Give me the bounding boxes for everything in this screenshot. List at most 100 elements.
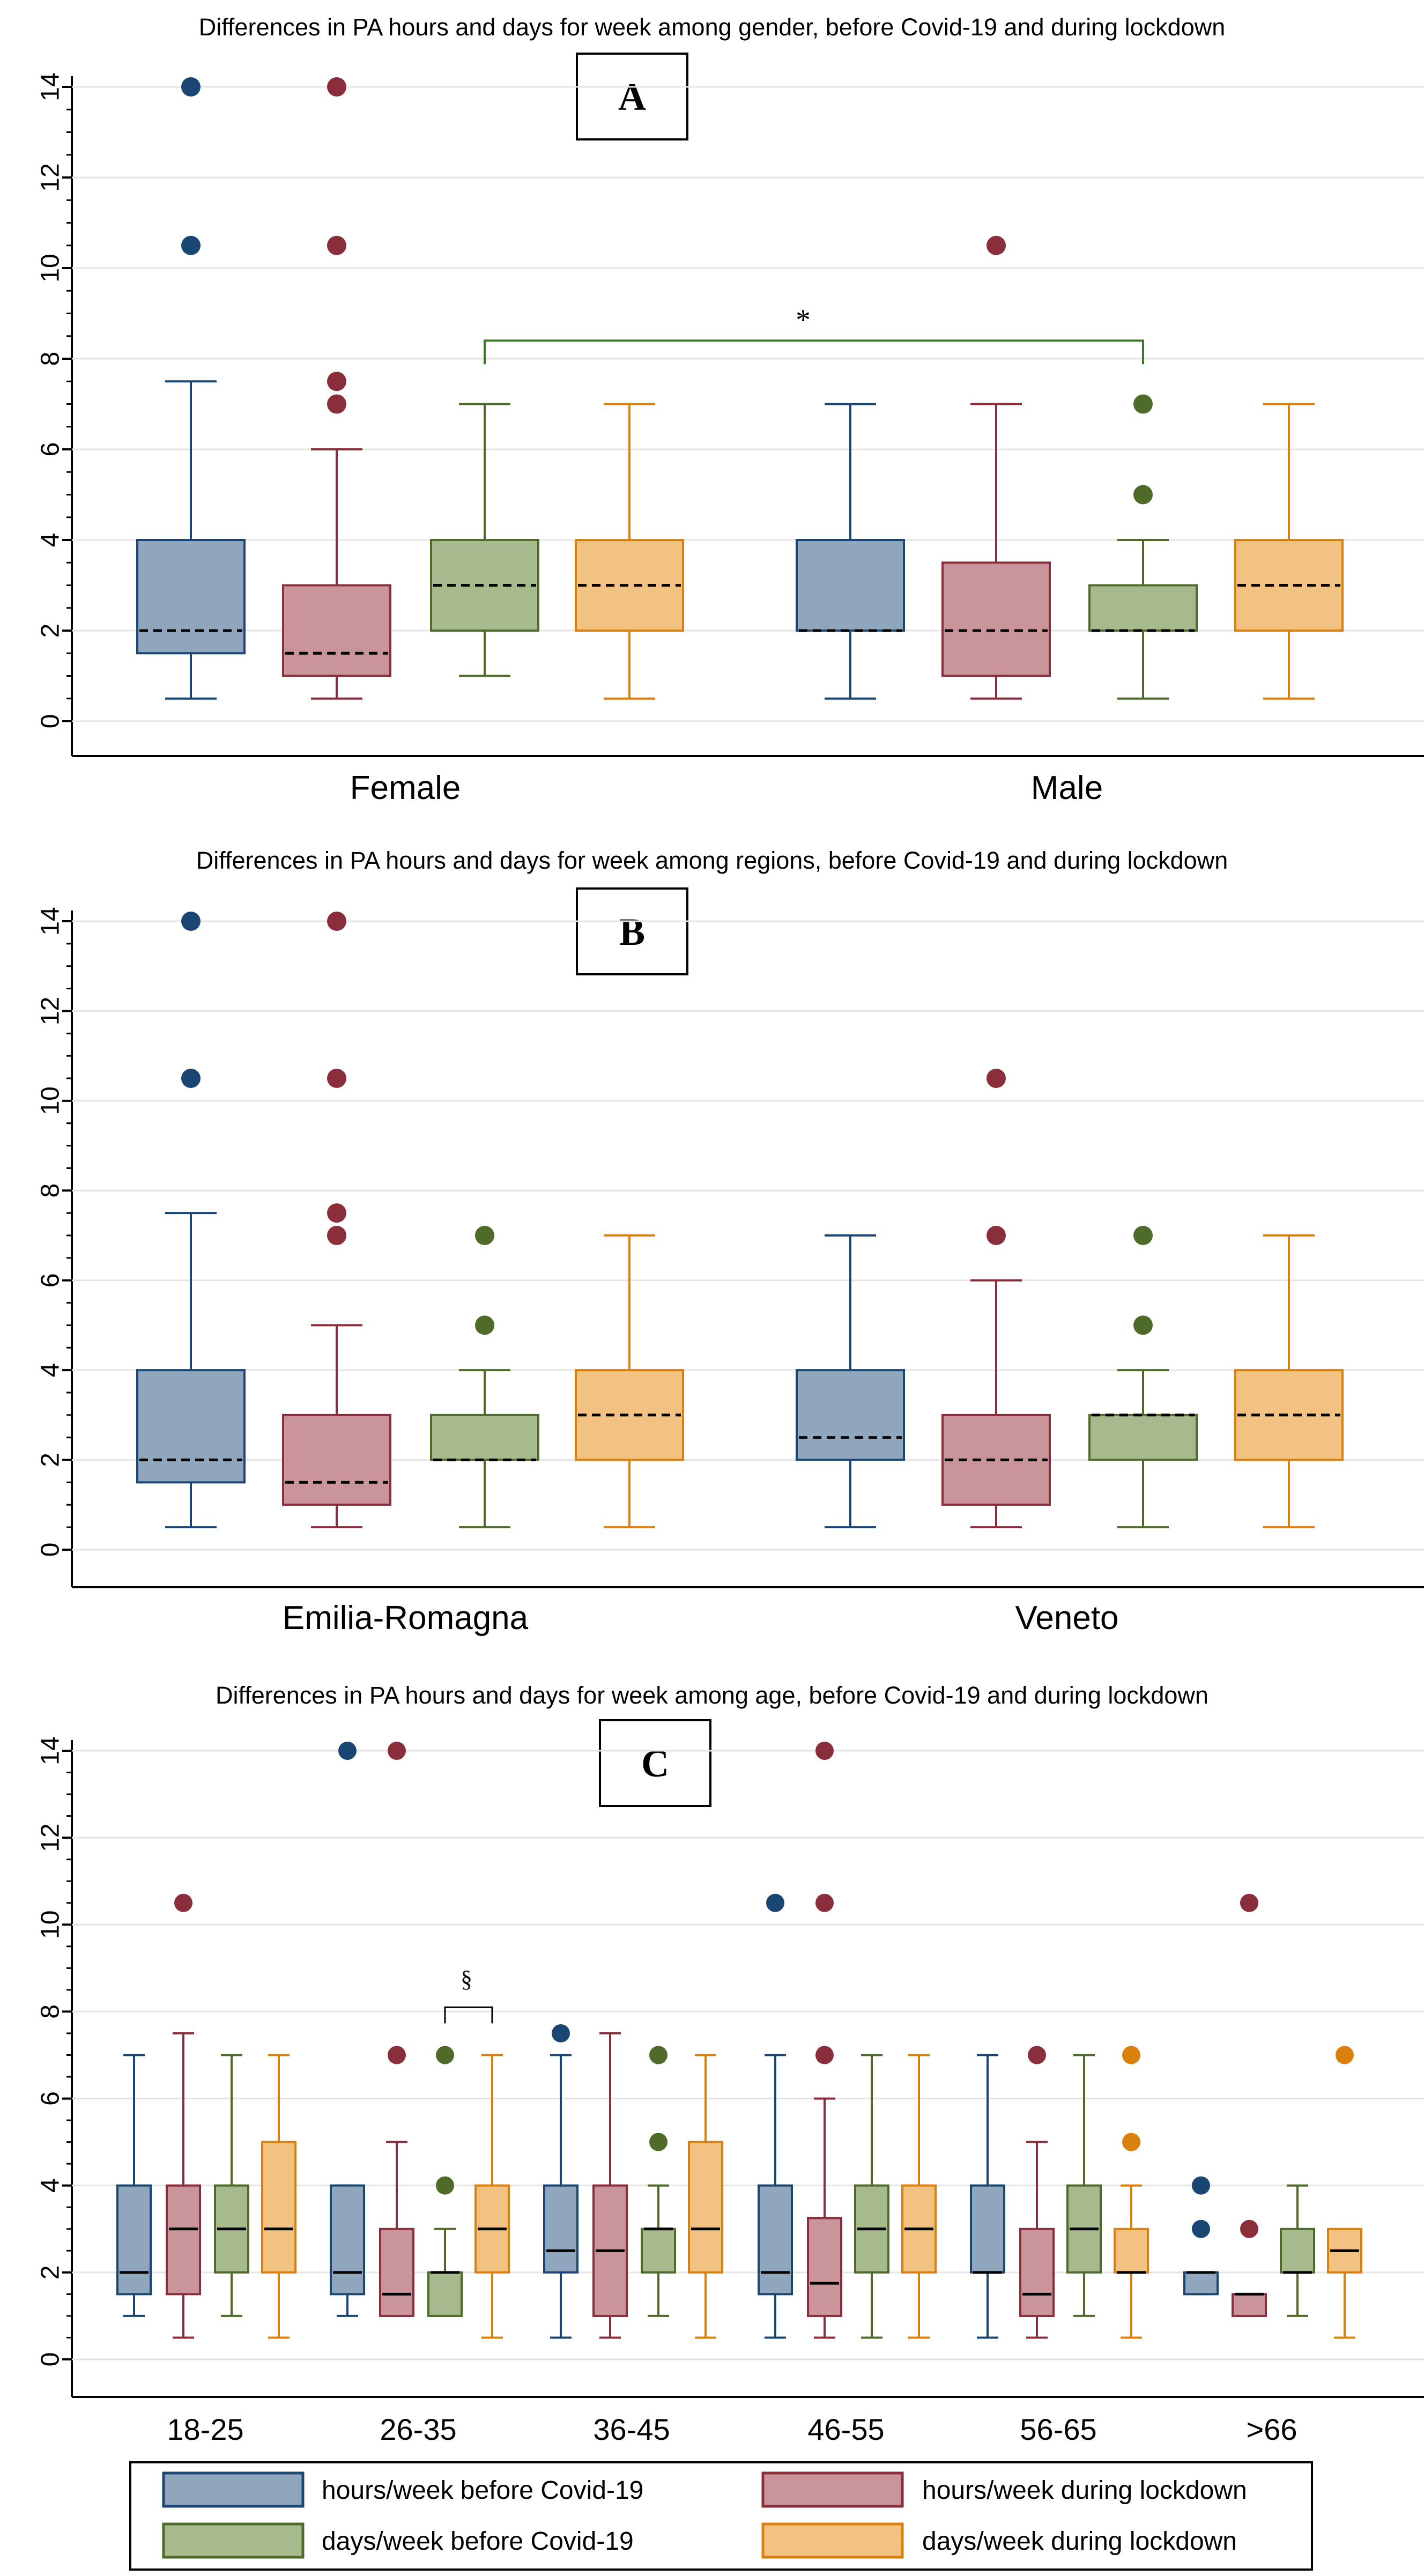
panel-b-category-veneto: Veneto (1015, 1600, 1118, 1637)
outlier-point (338, 1742, 357, 1760)
outlier-point (815, 2046, 834, 2064)
box-hours-before-veneto (796, 1234, 905, 1529)
outlier-point (181, 912, 201, 931)
iqr-box (379, 2227, 414, 2317)
outlier-point (436, 2046, 454, 2064)
outlier-point (327, 235, 346, 255)
iqr-box (1019, 2227, 1055, 2317)
legend-label-days-during: days/week during lockdown (922, 2527, 1237, 2556)
panel-a-category-female: Female (350, 769, 461, 806)
panel-c-y-tick-label: 12 (36, 1823, 65, 1852)
panel-b-y-tick-label: 14 (36, 907, 65, 935)
legend-swatch-days-before (162, 2522, 305, 2559)
panel-b-y-tick-label: 6 (36, 1273, 65, 1287)
iqr-box (427, 2271, 463, 2317)
box-hours-during-56-65 (1019, 2046, 1055, 2339)
outlier-point (1133, 485, 1153, 505)
box-hours-before-emilia-romagna (136, 912, 246, 1529)
box-days-before-female (430, 403, 539, 677)
panel-c-category-26-35: 26-35 (380, 2412, 456, 2446)
outlier-point (815, 1742, 834, 1760)
iqr-box (758, 2184, 793, 2296)
legend-label-days-before: days/week before Covid-19 (322, 2527, 634, 2556)
box-hours-during-46-55 (807, 1742, 842, 2339)
box-days-during-emilia-romagna (575, 1234, 684, 1529)
panel-a-y-tick-label: 6 (36, 442, 65, 457)
panel-c-category-over-66: >66 (1247, 2412, 1297, 2446)
panel-b-y-tick-label: 10 (36, 1086, 65, 1115)
box-days-during-veneto (1234, 1234, 1344, 1529)
box-days-before-male (1088, 394, 1198, 700)
box-hours-before-female (136, 77, 246, 700)
outlier-point (388, 2046, 406, 2064)
outlier-point (1122, 2133, 1140, 2151)
panel-c-y-tick-label: 0 (36, 2352, 65, 2367)
bracket-line (484, 339, 1144, 365)
panel-b-y-tick-label: 2 (36, 1453, 65, 1467)
outlier-point (1240, 1893, 1258, 1912)
panel-a-title: Differences in PA hours and days for wee… (199, 13, 1226, 41)
panel-a-category-male: Male (1031, 769, 1103, 806)
panel-c-y-tick-label: 14 (36, 1736, 65, 1765)
panel-c-y-tick-label: 8 (36, 2004, 65, 2019)
box-days-before-veneto (1088, 1226, 1198, 1529)
panel-a-y-tick-label: 12 (36, 163, 65, 191)
outlier-point (174, 1893, 192, 1912)
iqr-box (807, 2217, 842, 2317)
box-days-during-56-65 (1114, 2046, 1149, 2339)
panel-c-y-tick-label: 10 (36, 1911, 65, 1939)
panel-b-title: Differences in PA hours and days for wee… (196, 847, 1228, 874)
panel-c: Differences in PA hours and days for wee… (36, 1682, 1424, 2446)
panel-c-title: Differences in PA hours and days for wee… (216, 1682, 1208, 1709)
box-days-during-46-55 (901, 2054, 937, 2339)
legend-swatch-days-during (761, 2522, 904, 2559)
panel-c-category-18-25: 18-25 (167, 2412, 243, 2446)
legend-label-hours-during: hours/week during lockdown (922, 2476, 1247, 2505)
legend-swatch-hours-during (761, 2471, 904, 2508)
panel-b-y-tick-label: 8 (36, 1183, 65, 1198)
bracket-line (444, 2006, 493, 2024)
legend-swatch-hours-before (162, 2471, 305, 2508)
iqr-box (1088, 1413, 1198, 1461)
box-days-during-male (1234, 403, 1344, 700)
iqr-box (116, 2184, 152, 2296)
iqr-box (1280, 2227, 1315, 2274)
legend-frame (129, 2461, 1313, 2571)
panel-b-y-tick-label: 12 (36, 997, 65, 1025)
outlier-point (327, 1069, 346, 1088)
iqr-box (941, 561, 1051, 677)
outlier-point (1133, 1226, 1153, 1245)
box-hours-during-18-25 (166, 1893, 201, 2339)
outlier-point (987, 1069, 1006, 1088)
panel-a-significance-symbol: * (796, 304, 811, 337)
box-days-during-female (575, 403, 684, 700)
outlier-point (475, 1315, 494, 1335)
outlier-point (475, 1226, 494, 1245)
panel-c-y-tick-label: 6 (36, 2091, 65, 2106)
box-days-before-18-25 (214, 2054, 249, 2317)
iqr-box (282, 1413, 391, 1506)
panel-a-label-box (576, 53, 688, 140)
panel-b-label-box (576, 887, 688, 975)
iqr-box (430, 1413, 539, 1461)
panel-a-axes: 0 2 4 6 8 10 12 14 (36, 72, 1424, 757)
box-days-during--66 (1327, 2046, 1362, 2339)
outlier-point (1122, 2046, 1140, 2064)
outlier-point (1240, 2219, 1258, 2238)
outlier-point (1133, 1315, 1153, 1335)
panel-b-boxes (136, 912, 1344, 1529)
panel-a-letter: A (618, 76, 646, 119)
iqr-box (796, 1369, 905, 1461)
box-days-before-emilia-romagna (430, 1226, 539, 1529)
box-days-before-26-35 (427, 2046, 463, 2317)
panel-a: Differences in PA hours and days for wee… (36, 13, 1424, 806)
box-hours-before-18-25 (116, 2054, 152, 2317)
legend-label-hours-before: hours/week before Covid-19 (322, 2476, 643, 2505)
box-hours-during-female (282, 77, 391, 700)
iqr-box (641, 2227, 676, 2274)
box-days-before-56-65 (1066, 2054, 1102, 2317)
outlier-point (181, 235, 201, 255)
iqr-box (970, 2184, 1005, 2274)
panel-c-y-tick-label: 4 (36, 2178, 65, 2193)
panel-a-y-tick-label: 2 (36, 624, 65, 638)
